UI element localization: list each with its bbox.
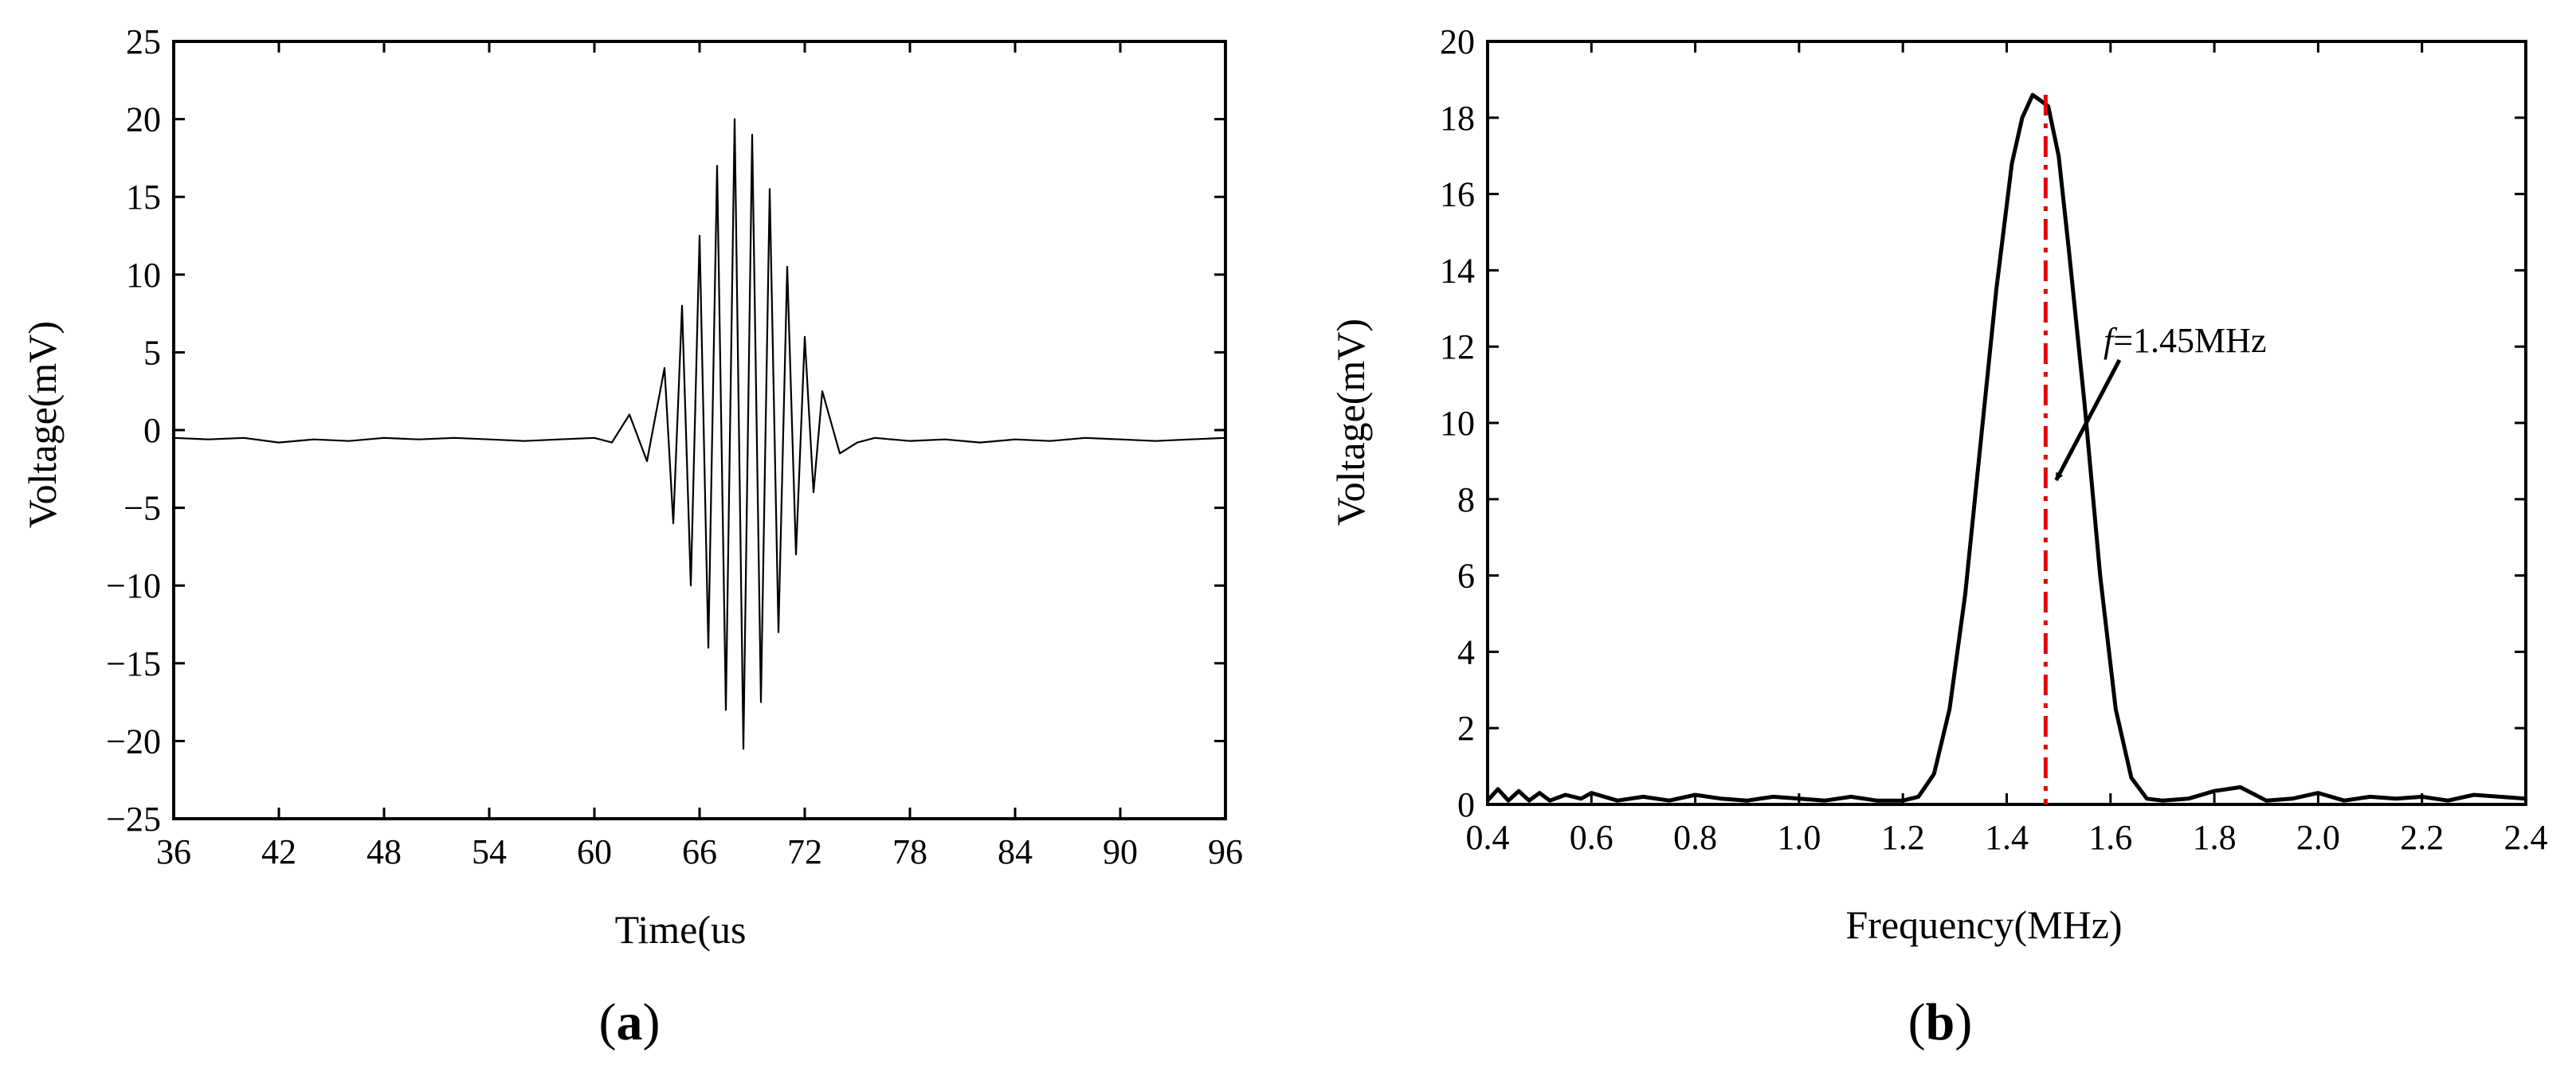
y-tick-label: 0 <box>143 411 161 450</box>
plot-frame <box>1486 40 2527 806</box>
y-tick-label: 25 <box>126 22 161 61</box>
y-tick-label: 16 <box>1440 175 1475 214</box>
chart-b-plot-area <box>1486 40 2527 806</box>
x-tick-label: 54 <box>472 832 507 871</box>
y-tick-label: 8 <box>1457 480 1475 519</box>
y-tick-label: −20 <box>106 722 161 761</box>
series-line <box>173 118 1226 750</box>
y-tick-label: 5 <box>143 333 161 372</box>
y-tick-label: 14 <box>1440 251 1475 290</box>
x-tick-label: 48 <box>367 832 402 871</box>
y-tick-label: 2 <box>1457 709 1475 748</box>
panel-b-label: (b) <box>1908 993 1973 1051</box>
y-tick-label: −25 <box>106 800 161 839</box>
x-tick-label: 42 <box>261 832 296 871</box>
annotation-peak-frequency: f=1.45MHz <box>2104 321 2266 360</box>
y-tick-label: 10 <box>1440 404 1475 443</box>
annotation-arrow <box>2054 358 2122 482</box>
y-tick-label: 18 <box>1440 99 1475 138</box>
x-tick-label: 1.2 <box>1881 818 1925 857</box>
x-tick-label: 1.4 <box>1985 818 2029 857</box>
x-tick-label: 60 <box>577 832 612 871</box>
x-tick-label: 1.8 <box>2193 818 2237 857</box>
x-tick-label: 72 <box>787 832 822 871</box>
chart-a-plot-area <box>172 40 1227 820</box>
chart-a-y-ticks: −25 −20 −15 −10 −5 0 5 10 15 20 25 <box>106 22 1225 839</box>
chart-b-x-ticks: 0.4 0.6 0.8 1.0 1.2 1.4 1.6 1.8 2.0 2.2 2.4 <box>1466 41 2548 857</box>
x-tick-label: 0.8 <box>1673 818 1717 857</box>
plot-frame <box>172 40 1227 820</box>
x-tick-label: 0.4 <box>1466 818 1510 857</box>
x-tick-label: 78 <box>892 832 927 871</box>
x-tick-label: 1.6 <box>2088 818 2132 857</box>
y-tick-label: 12 <box>1440 327 1475 366</box>
y-tick-label: 15 <box>126 178 161 217</box>
y-tick-label: 10 <box>126 256 161 295</box>
chart-a-x-axis-title: Time(us <box>615 907 747 952</box>
x-tick-label: 1.0 <box>1777 818 1821 857</box>
y-tick-label: 20 <box>126 100 161 139</box>
y-tick-label: 6 <box>1457 557 1475 596</box>
chart-b-x-axis-title: Frequency(MHz) <box>1845 902 2122 947</box>
x-tick-label: 66 <box>682 832 717 871</box>
x-tick-label: 2.0 <box>2296 818 2340 857</box>
panel-a-label: (a) <box>599 993 661 1051</box>
y-tick-label: −10 <box>106 566 161 605</box>
chart-a: 36 42 48 54 60 66 72 78 84 90 96 −25 −20 −15 −10 −5 0 5 1… <box>20 22 1243 1051</box>
chart-b-y-axis-title: Voltage(mV) <box>1328 319 1373 526</box>
y-tick-label: −15 <box>106 644 161 683</box>
chart-a-x-ticks: 36 42 48 54 60 66 72 78 84 90 96 <box>156 41 1243 871</box>
y-tick-label: −5 <box>124 489 161 528</box>
chart-a-y-axis-title: Voltage(mV) <box>20 321 65 528</box>
y-tick-label: 4 <box>1457 632 1475 671</box>
x-tick-label: 84 <box>998 832 1033 871</box>
series-line <box>1486 92 2527 803</box>
y-tick-label: 20 <box>1440 22 1475 61</box>
chart-b: 0.4 0.6 0.8 1.0 1.2 1.4 1.6 1.8 2.0 2.2 2.4 0 2 4 6 8 1… <box>1328 22 2548 1051</box>
x-tick-label: 0.6 <box>1570 818 1613 857</box>
x-tick-label: 36 <box>156 832 191 871</box>
x-tick-label: 96 <box>1208 832 1243 871</box>
chart-b-y-ticks: 0 2 4 6 8 10 12 14 16 18 20 <box>1440 22 2526 824</box>
x-tick-label: 90 <box>1103 832 1138 871</box>
x-tick-label: 2.4 <box>2504 818 2548 857</box>
x-tick-label: 2.2 <box>2400 818 2444 857</box>
y-tick-label: 0 <box>1457 785 1475 824</box>
